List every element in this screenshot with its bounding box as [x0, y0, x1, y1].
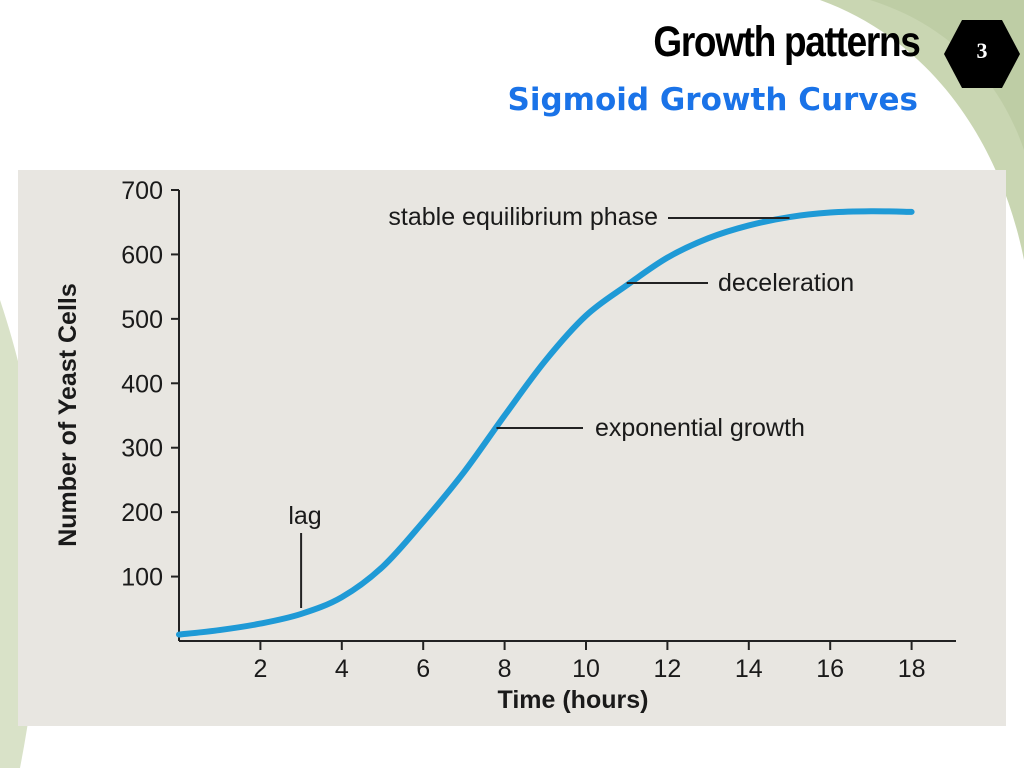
x-tick-label: 2	[253, 655, 267, 683]
page-badge-hexagon	[944, 20, 1020, 88]
y-tick-label: 400	[121, 370, 163, 398]
y-axis-title: Number of Yeast Cells	[54, 283, 82, 547]
annotation-label: exponential growth	[595, 414, 805, 442]
slide-title: Growth patterns	[653, 18, 922, 66]
x-tick-label: 6	[416, 655, 430, 683]
y-tick-label: 700	[121, 177, 163, 205]
y-tick-label: 300	[121, 435, 163, 463]
y-tick-label: 200	[121, 499, 163, 527]
x-axis-title: Time (hours)	[498, 686, 649, 714]
page-number: 3	[976, 38, 988, 63]
x-tick-label: 12	[653, 655, 681, 683]
chart-panel: 100 200 300 400 500 600 700 2 4 6 8 10 12 14 16 18 sta…	[18, 170, 1006, 726]
y-tick-label: 100	[121, 564, 163, 592]
x-tick-label: 4	[335, 655, 349, 683]
x-tick-label: 10	[572, 655, 600, 683]
y-tick-label: 600	[121, 241, 163, 269]
y-tick-label: 500	[121, 306, 163, 334]
x-tick-label: 8	[498, 655, 512, 683]
x-tick-label: 16	[816, 655, 844, 683]
annotations: stable equilibrium phase deceleration expo…	[288, 203, 854, 608]
annotation-label: lag	[288, 502, 321, 530]
x-tick-label: 18	[898, 655, 926, 683]
x-tick-label: 14	[735, 655, 763, 683]
growth-curve-chart: 100 200 300 400 500 600 700 2 4 6 8 10 12 14 16 18 sta…	[54, 177, 956, 714]
slide-subtitle: Sigmoid Growth Curves	[507, 82, 919, 118]
x-ticks: 2 4 6 8 10 12 14 16 18	[253, 641, 926, 683]
annotation-label: deceleration	[718, 269, 854, 297]
y-ticks: 100 200 300 400 500 600 700	[121, 177, 179, 592]
annotation-label: stable equilibrium phase	[388, 203, 658, 231]
